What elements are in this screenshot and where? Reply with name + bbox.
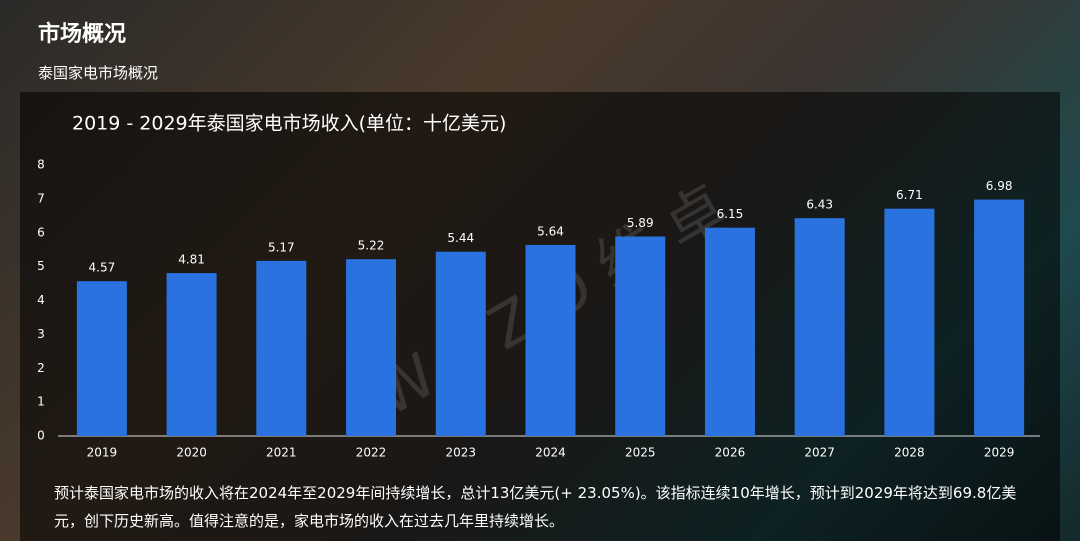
value-label: 4.57	[89, 261, 116, 275]
bar	[346, 259, 397, 436]
chart: 2019 - 2029年泰国家电市场收入(单位：十亿美元) WEZO维卓 012…	[37, 113, 1040, 460]
x-tick-label: 2025	[625, 446, 656, 460]
bar	[76, 281, 127, 436]
bar	[435, 251, 486, 436]
y-tick-label: 5	[37, 259, 45, 273]
value-label: 5.64	[537, 224, 564, 238]
bar	[256, 260, 307, 436]
value-label: 6.15	[717, 207, 744, 221]
x-tick-label: 2022	[356, 446, 387, 460]
value-label: 5.17	[268, 240, 295, 254]
bar	[794, 218, 845, 436]
value-label: 6.71	[896, 188, 923, 202]
x-tick-label: 2026	[715, 446, 746, 460]
value-label: 6.98	[986, 179, 1013, 193]
value-label: 5.22	[358, 239, 385, 253]
bar	[884, 208, 935, 436]
y-tick-label: 8	[37, 158, 45, 172]
x-tick-label: 2020	[176, 446, 207, 460]
x-tick-label: 2024	[535, 446, 566, 460]
y-tick-label: 2	[37, 361, 45, 375]
page-title: 市场概况	[38, 22, 127, 47]
bar	[166, 273, 217, 436]
x-tick-label: 2028	[894, 446, 925, 460]
value-label: 4.81	[178, 253, 205, 267]
x-tick-label: 2019	[87, 446, 118, 460]
bar	[615, 236, 666, 436]
bar	[525, 244, 576, 436]
description: 预计泰国家电市场的收入将在2024年至2029年间持续增长，总计13亿美元(+ …	[54, 484, 1017, 530]
bar	[704, 227, 755, 436]
y-tick-label: 1	[37, 395, 45, 409]
y-tick-label: 6	[37, 225, 45, 239]
value-label: 5.44	[447, 231, 474, 245]
x-tick-label: 2027	[804, 446, 835, 460]
x-tick-label: 2021	[266, 446, 297, 460]
y-tick-label: 7	[37, 191, 45, 205]
page-subtitle: 泰国家电市场概况	[38, 64, 159, 82]
x-tick-label: 2023	[445, 446, 476, 460]
value-label: 6.43	[806, 198, 833, 212]
y-tick-label: 0	[37, 429, 45, 443]
x-tick-label: 2029	[984, 446, 1015, 460]
y-tick-label: 3	[37, 327, 45, 341]
bar	[974, 199, 1025, 436]
chart-title: 2019 - 2029年泰国家电市场收入(单位：十亿美元)	[72, 113, 506, 135]
value-label: 5.89	[627, 216, 654, 230]
y-tick-label: 4	[37, 293, 45, 307]
